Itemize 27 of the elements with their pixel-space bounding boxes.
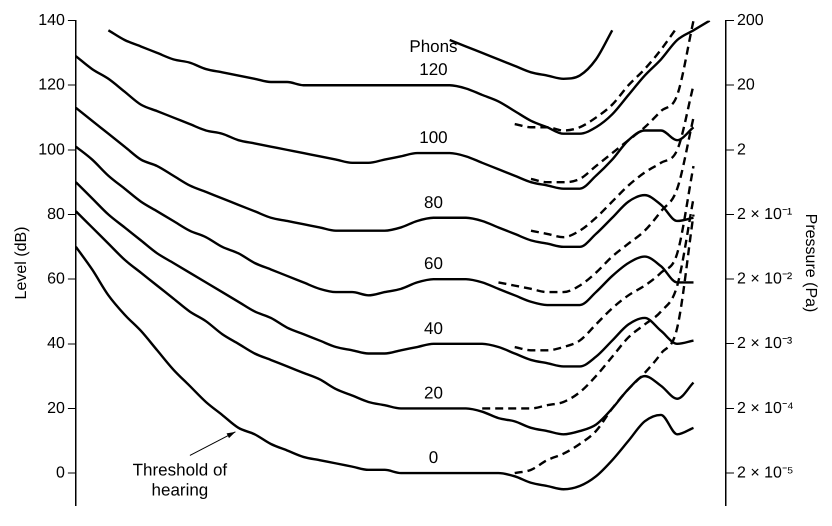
y-tick-label: 140	[38, 12, 65, 30]
y2-tick-label: 200	[736, 12, 764, 30]
y-tick-label: 40	[47, 335, 65, 352]
y2-tick-label: 20	[736, 76, 755, 94]
y-tick-label: 0	[56, 464, 65, 482]
y-tick-label: 120	[38, 76, 65, 94]
y2-axis-title: Pressure (Pa)	[802, 214, 819, 312]
annotation: Threshold of hearing	[132, 460, 228, 500]
y-tick-label: 60	[47, 270, 65, 288]
series-label: 100	[419, 128, 448, 148]
y2-tick-label: 2 × 10⁻¹	[736, 206, 792, 223]
y-tick-label: 20	[47, 400, 65, 417]
y2-tick-label: 2 × 10⁻³	[736, 335, 793, 352]
series-label: 40	[424, 318, 443, 338]
series-label: 80	[424, 192, 443, 212]
y2-tick-label: 2 × 10⁻²	[736, 270, 793, 288]
y2-tick-label: 2	[736, 141, 746, 158]
series-label: 0	[428, 448, 438, 468]
y2-tick-label: 2 × 10⁻⁵	[736, 464, 794, 482]
annotation: Phons	[409, 37, 458, 56]
series-label: 120	[419, 60, 448, 80]
y2-tick-label: 2 × 10⁻⁴	[736, 400, 794, 417]
y-axis-title: Level (dB)	[13, 226, 30, 300]
series-label: 20	[424, 383, 443, 402]
series-label: 60	[424, 254, 443, 274]
y-tick-label: 100	[38, 141, 65, 158]
y-tick-label: 80	[47, 206, 65, 223]
